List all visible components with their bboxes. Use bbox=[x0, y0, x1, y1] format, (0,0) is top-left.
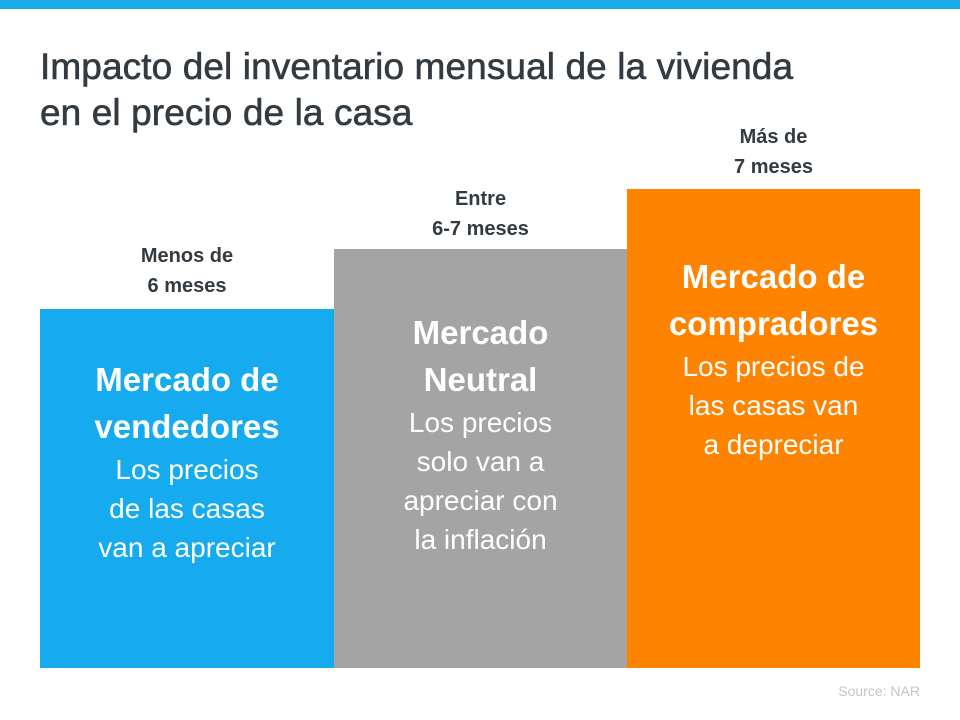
top-accent-bar bbox=[0, 0, 960, 9]
box-heading: Mercado de compradores bbox=[668, 258, 879, 342]
months-label-buyers: Más de 7 meses bbox=[734, 126, 813, 178]
box-heading: Mercado Neutral bbox=[412, 314, 549, 398]
months-label-neutral: Entre 6-7 meses bbox=[432, 188, 529, 240]
months-label-sellers: Menos de 6 meses bbox=[140, 245, 234, 297]
title-line: en el precio de la casa bbox=[40, 92, 413, 134]
sellers-market-box: Mercado de vendedores Los precios de las… bbox=[40, 309, 334, 668]
buyers-market-box: Mercado de compradores Los precios de la… bbox=[627, 189, 920, 668]
neutral-market-box: Mercado Neutral Los precios solo van a a… bbox=[334, 249, 627, 668]
source-note: Source: NAR bbox=[838, 683, 920, 699]
box-description: Los precios de las casas van a apreciar bbox=[98, 454, 276, 563]
box-description: Los precios de las casas van a depreciar bbox=[682, 351, 865, 460]
title-line: Impacto del inventario mensual de la viv… bbox=[40, 46, 794, 88]
page-title: Impacto del inventario mensual de la viv… bbox=[40, 44, 940, 136]
box-description: Los precios solo van a apreciar con la i… bbox=[403, 407, 558, 555]
box-heading: Mercado de vendedores bbox=[94, 361, 280, 445]
